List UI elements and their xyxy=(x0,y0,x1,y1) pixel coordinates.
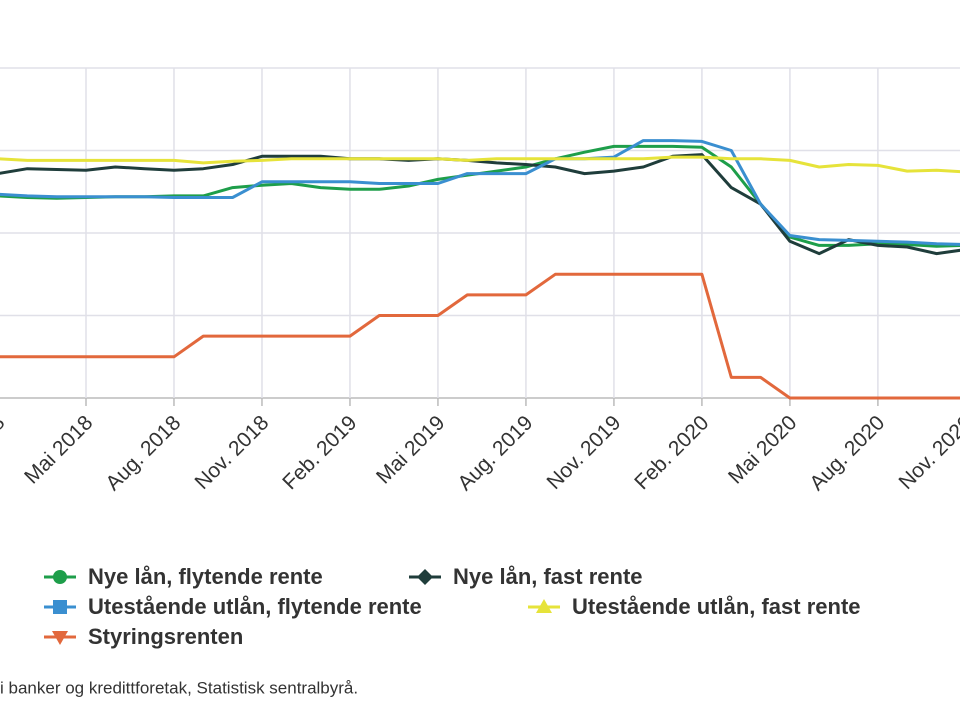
series-line xyxy=(0,139,960,246)
series-line xyxy=(0,153,960,256)
source: i banker og kredittforetak, Statistisk s… xyxy=(0,678,358,697)
legend-marker xyxy=(52,631,68,645)
legend-label: Utestående utlån, flytende rente xyxy=(88,594,422,619)
legend-label: Nye lån, fast rente xyxy=(453,564,643,589)
series-line xyxy=(0,272,960,400)
legend-label: Styringsrenten xyxy=(88,624,243,649)
legend-marker xyxy=(53,600,67,614)
x-tick-label: Nov. 2019 xyxy=(543,411,626,494)
grid xyxy=(0,67,960,399)
x-tick-label: Feb. 2020 xyxy=(630,411,713,494)
x-tick-label: Mai 2020 xyxy=(724,411,801,488)
legend-label: Nye lån, flytende rente xyxy=(88,564,323,589)
legend-marker xyxy=(53,570,67,584)
x-tick-label: Nov. 2020 xyxy=(894,411,960,494)
x-tick-label: Feb. 2018 xyxy=(0,411,9,494)
legend-label: Utestående utlån, fast rente xyxy=(572,594,861,619)
x-tick-label: Feb. 2019 xyxy=(278,411,361,494)
x-tick-label: Mai 2019 xyxy=(372,411,449,488)
x-tick-label: Nov. 2018 xyxy=(191,411,274,494)
legend-marker xyxy=(536,599,552,613)
x-tick-label: Aug. 2018 xyxy=(101,411,185,495)
x-tick-label: Aug. 2020 xyxy=(805,411,889,495)
x-tick-label: Mai 2018 xyxy=(20,411,97,488)
legend-marker xyxy=(417,569,433,585)
x-tick-label: Aug. 2019 xyxy=(453,411,537,495)
series-line xyxy=(0,155,960,174)
